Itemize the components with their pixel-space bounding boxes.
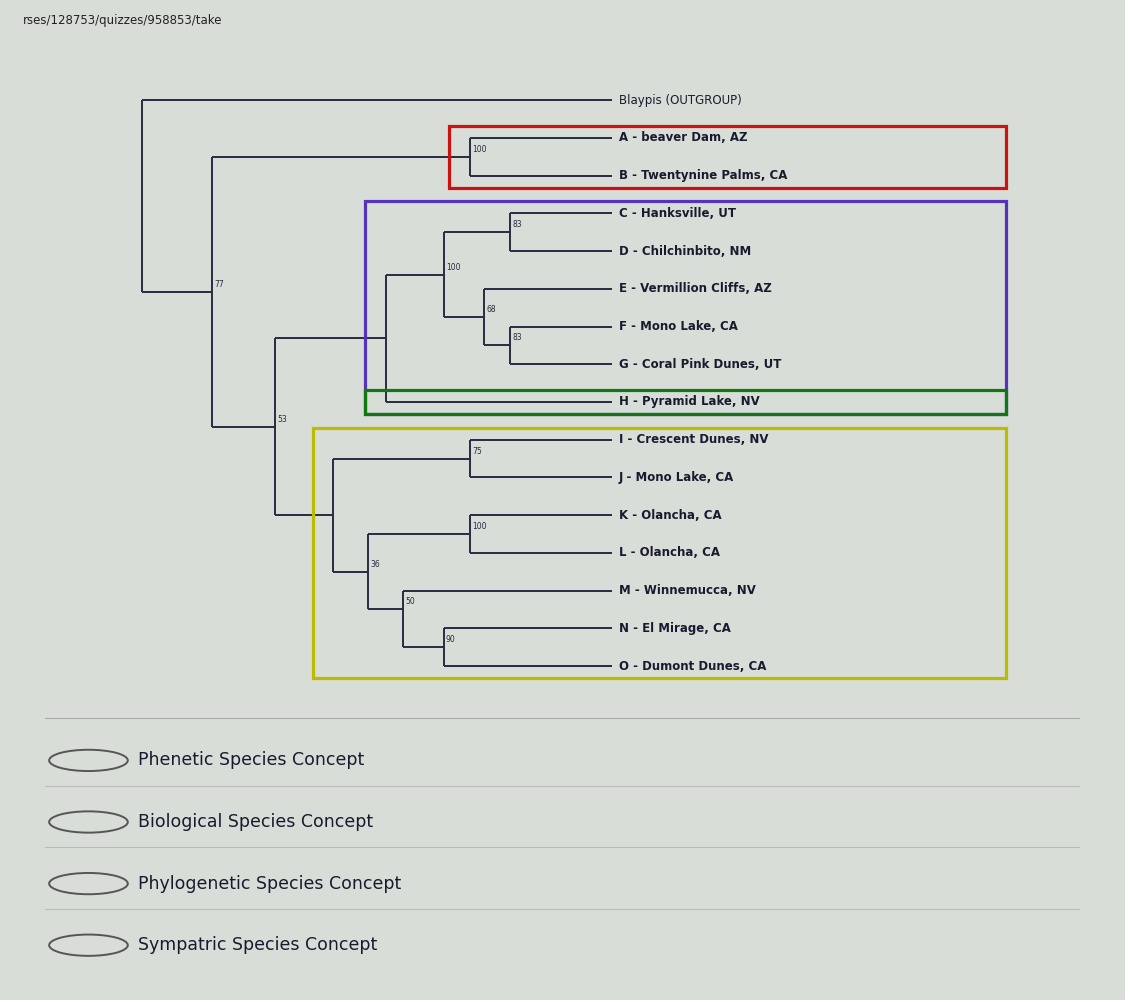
Text: 100: 100: [446, 263, 460, 272]
Text: rses/128753/quizzes/958853/take: rses/128753/quizzes/958853/take: [22, 14, 222, 27]
Text: M - Winnemucca, NV: M - Winnemucca, NV: [619, 584, 756, 597]
Text: I - Crescent Dunes, NV: I - Crescent Dunes, NV: [619, 433, 768, 446]
Text: N - El Mirage, CA: N - El Mirage, CA: [619, 622, 731, 635]
Bar: [449, 126, 1006, 188]
Text: L - Olancha, CA: L - Olancha, CA: [619, 546, 720, 559]
Text: B - Twentynine Palms, CA: B - Twentynine Palms, CA: [619, 169, 787, 182]
Text: 36: 36: [370, 560, 380, 569]
Text: C - Hanksville, UT: C - Hanksville, UT: [619, 207, 736, 220]
Text: F - Mono Lake, CA: F - Mono Lake, CA: [619, 320, 738, 333]
Bar: [366, 390, 1006, 414]
Text: O - Dumont Dunes, CA: O - Dumont Dunes, CA: [619, 660, 766, 673]
Text: Biological Species Concept: Biological Species Concept: [138, 813, 374, 831]
Text: A - beaver Dam, AZ: A - beaver Dam, AZ: [619, 131, 748, 144]
Text: 75: 75: [471, 447, 482, 456]
Bar: [366, 201, 1006, 414]
Text: 90: 90: [446, 635, 456, 644]
Text: Blaypis (OUTGROUP): Blaypis (OUTGROUP): [619, 94, 741, 107]
Text: 50: 50: [405, 597, 415, 606]
Text: D - Chilchinbito, NM: D - Chilchinbito, NM: [619, 245, 752, 258]
Text: Phenetic Species Concept: Phenetic Species Concept: [138, 751, 364, 769]
Bar: [313, 428, 1006, 678]
Text: 77: 77: [214, 280, 224, 289]
Text: H - Pyramid Lake, NV: H - Pyramid Lake, NV: [619, 395, 759, 408]
Text: 100: 100: [471, 522, 486, 531]
Text: E - Vermillion Cliffs, AZ: E - Vermillion Cliffs, AZ: [619, 282, 772, 295]
Text: K - Olancha, CA: K - Olancha, CA: [619, 509, 722, 522]
Text: 83: 83: [513, 220, 522, 229]
Text: 100: 100: [471, 145, 486, 154]
Text: 53: 53: [278, 415, 288, 424]
Text: G - Coral Pink Dunes, UT: G - Coral Pink Dunes, UT: [619, 358, 782, 371]
Text: Sympatric Species Concept: Sympatric Species Concept: [138, 936, 377, 954]
Text: 68: 68: [486, 305, 496, 314]
Text: 83: 83: [513, 333, 522, 342]
Text: J - Mono Lake, CA: J - Mono Lake, CA: [619, 471, 735, 484]
Text: Phylogenetic Species Concept: Phylogenetic Species Concept: [138, 875, 402, 893]
